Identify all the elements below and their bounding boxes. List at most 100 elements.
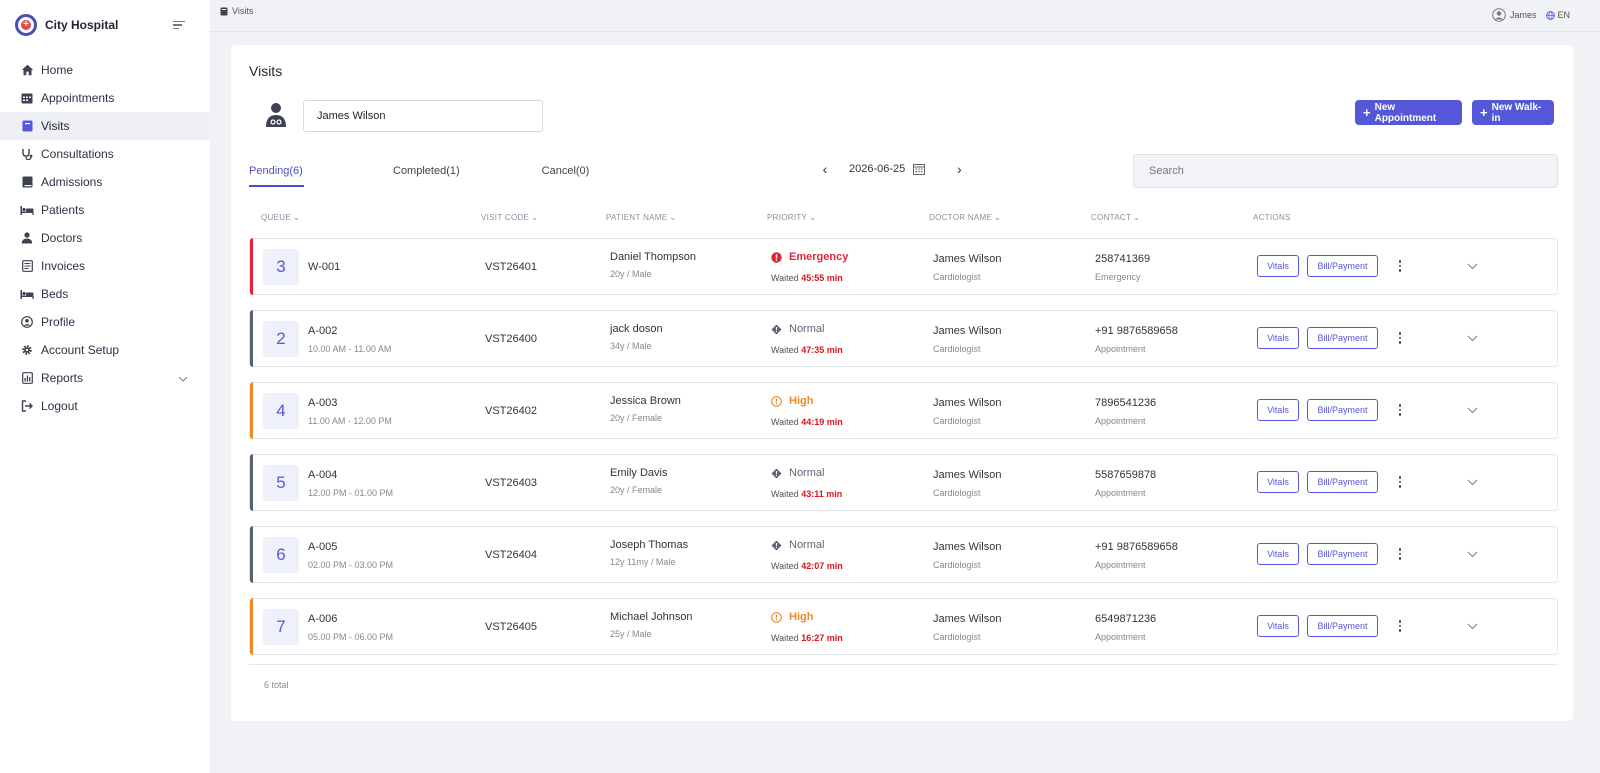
column-label: CONTACT xyxy=(1091,213,1132,222)
user-name: James xyxy=(1509,10,1537,20)
expand-row-icon[interactable] xyxy=(1457,467,1487,497)
contact-type: Appointment xyxy=(1095,416,1146,426)
expand-row-icon[interactable] xyxy=(1457,611,1487,641)
sort-icon: ⌄ xyxy=(669,213,677,222)
bill-payment-button[interactable]: Bill/Payment xyxy=(1307,543,1378,565)
priority-badge: Normal xyxy=(771,323,824,335)
new-appointment-button[interactable]: + New Appointment xyxy=(1355,100,1462,125)
sidebar-item-consultations[interactable]: Consultations xyxy=(0,140,210,168)
sidebar-item-label: Invoices xyxy=(41,259,86,273)
priority-badge: High xyxy=(771,395,813,407)
table-row[interactable]: 2 A-002 10.00 AM - 11.00 AM VST26400 jack do… xyxy=(249,310,1558,367)
alert-circle-icon xyxy=(771,251,782,263)
more-options-icon[interactable] xyxy=(1389,468,1411,496)
column-header-patient-name[interactable]: PATIENT NAME ⌄ xyxy=(606,213,676,222)
column-label: PATIENT NAME xyxy=(606,213,668,222)
sidebar-item-visits[interactable]: Visits xyxy=(0,112,210,140)
vitals-button[interactable]: Vitals xyxy=(1257,399,1299,421)
sidebar-item-invoices[interactable]: Invoices xyxy=(0,252,210,280)
sidebar-item-reports[interactable]: Reports xyxy=(0,364,210,392)
table-row[interactable]: 6 A-005 02.00 PM - 03.00 PM VST26404 Joseph … xyxy=(249,526,1558,583)
sidebar-item-beds[interactable]: Beds xyxy=(0,280,210,308)
sidebar-item-patients[interactable]: Patients xyxy=(0,196,210,224)
table-row[interactable]: 3 W-001 VST26401 Daniel Thompson 20y / Male E… xyxy=(249,238,1558,295)
sidebar-item-logout[interactable]: Logout xyxy=(0,392,210,420)
sidebar-item-admissions[interactable]: Admissions xyxy=(0,168,210,196)
breadcrumb-label[interactable]: Visits xyxy=(232,6,254,16)
sidebar-item-home[interactable]: Home xyxy=(0,56,210,84)
new-walkin-button[interactable]: + New Walk-in xyxy=(1472,100,1554,125)
vitals-button[interactable]: Vitals xyxy=(1257,471,1299,493)
waited-value: 47:35 min xyxy=(801,345,843,355)
brand: City Hospital xyxy=(0,0,210,50)
tab-completed[interactable]: Completed(1) xyxy=(393,165,460,177)
table-row[interactable]: 5 A-004 12.00 PM - 01.00 PM VST26403 Emily D… xyxy=(249,454,1558,511)
search-input[interactable]: Search xyxy=(1133,154,1558,188)
tab-pending[interactable]: Pending(6) xyxy=(249,157,304,187)
doctor-select[interactable]: James Wilson xyxy=(303,100,543,132)
visit-code: VST26403 xyxy=(485,477,537,489)
bill-payment-button[interactable]: Bill/Payment xyxy=(1307,615,1378,637)
home-icon xyxy=(20,63,34,77)
user-avatar-icon xyxy=(1492,8,1506,22)
expand-row-icon[interactable] xyxy=(1457,395,1487,425)
doctor-name: James Wilson xyxy=(933,253,1002,265)
patient-name[interactable]: Daniel Thompson xyxy=(610,251,697,263)
more-options-icon[interactable] xyxy=(1389,396,1411,424)
queue-code: A-005 xyxy=(308,541,338,553)
prev-date-icon[interactable]: ‹ xyxy=(822,161,828,177)
user-menu[interactable]: James EN xyxy=(1492,8,1570,22)
bill-payment-button[interactable]: Bill/Payment xyxy=(1307,471,1378,493)
time-slot: 05.00 PM - 06.00 PM xyxy=(308,632,394,642)
bill-payment-button[interactable]: Bill/Payment xyxy=(1307,327,1378,349)
more-options-icon[interactable] xyxy=(1389,252,1411,280)
expand-row-icon[interactable] xyxy=(1457,323,1487,353)
vitals-button[interactable]: Vitals xyxy=(1257,543,1299,565)
next-date-icon[interactable]: › xyxy=(956,161,962,177)
column-header-contact[interactable]: CONTACT ⌄ xyxy=(1091,213,1140,222)
patient-name[interactable]: Michael Johnson xyxy=(610,611,693,623)
sidebar-item-account-setup[interactable]: Account Setup xyxy=(0,336,210,364)
vitals-button[interactable]: Vitals xyxy=(1257,255,1299,277)
vitals-button[interactable]: Vitals xyxy=(1257,327,1299,349)
column-header-visit-code[interactable]: VISIT CODE ⌄ xyxy=(481,213,538,222)
new-walkin-label: New Walk-in xyxy=(1491,101,1542,124)
contact-number: 6549871236 xyxy=(1095,613,1157,625)
column-label: PRIORITY xyxy=(767,213,808,222)
table-row[interactable]: 4 A-003 11.00 AM - 12.00 PM VST26402 Jessica… xyxy=(249,382,1558,439)
bill-payment-button[interactable]: Bill/Payment xyxy=(1307,399,1378,421)
sidebar-item-profile[interactable]: Profile xyxy=(0,308,210,336)
expand-row-icon[interactable] xyxy=(1457,251,1487,281)
contact-type: Appointment xyxy=(1095,344,1146,354)
patient-name[interactable]: Jessica Brown xyxy=(610,395,681,407)
language-switcher[interactable]: EN xyxy=(1546,10,1570,20)
patient-name[interactable]: Emily Davis xyxy=(610,467,668,479)
more-options-icon[interactable] xyxy=(1389,324,1411,352)
vitals-button[interactable]: Vitals xyxy=(1257,615,1299,637)
contact-type: Appointment xyxy=(1095,560,1146,570)
collapse-menu-icon[interactable] xyxy=(173,20,185,30)
tab-cancel[interactable]: Cancel(0) xyxy=(541,165,590,177)
waited-time: Waited 47:35 min xyxy=(771,345,843,355)
patient-name[interactable]: jack doson xyxy=(610,323,663,335)
sidebar-item-doctors[interactable]: Doctors xyxy=(0,224,210,252)
bill-payment-button[interactable]: Bill/Payment xyxy=(1307,255,1378,277)
expand-row-icon[interactable] xyxy=(1457,539,1487,569)
patient-name[interactable]: Joseph Thomas xyxy=(610,539,689,551)
queue-code: W-001 xyxy=(308,261,341,273)
visit-code: VST26404 xyxy=(485,549,537,561)
column-header-queue[interactable]: QUEUE ⌄ xyxy=(261,213,300,222)
column-header-doctor-name[interactable]: DOCTOR NAME ⌄ xyxy=(929,213,1001,222)
waited-label: Waited xyxy=(771,345,799,355)
waited-time: Waited 42:07 min xyxy=(771,561,843,571)
table-row[interactable]: 7 A-006 05.00 PM - 06.00 PM VST26405 Michael… xyxy=(249,598,1558,655)
date-value[interactable]: 2026-06-25 xyxy=(849,163,906,175)
more-options-icon[interactable] xyxy=(1389,612,1411,640)
column-header-priority[interactable]: PRIORITY ⌄ xyxy=(767,213,816,222)
sidebar-item-appointments[interactable]: Appointments xyxy=(0,84,210,112)
contact-type: Appointment xyxy=(1095,488,1146,498)
more-options-icon[interactable] xyxy=(1389,540,1411,568)
patient-info: 20y / Male xyxy=(610,269,652,279)
calendar-icon[interactable] xyxy=(913,163,926,175)
visits-icon xyxy=(220,7,228,15)
